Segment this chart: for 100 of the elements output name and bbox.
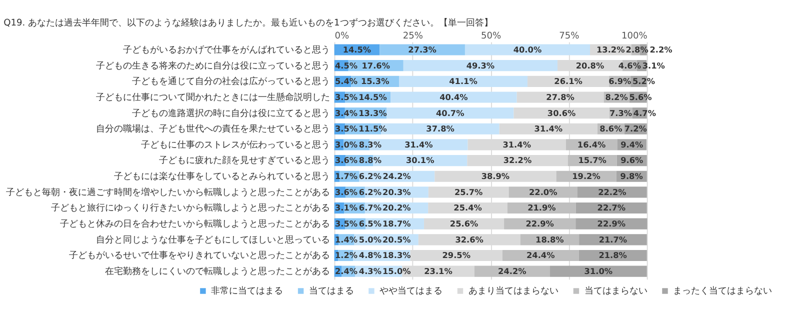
data-label: 8.6% — [600, 124, 622, 134]
data-label: 3.5% — [334, 218, 358, 229]
data-label: 20.5% — [382, 234, 411, 244]
data-label: 4.5% — [334, 60, 358, 70]
data-label: 3.5% — [334, 124, 358, 134]
data-label: 40.4% — [440, 92, 468, 102]
x-tick-label: 25% — [402, 32, 424, 42]
data-label: 2.4% — [334, 266, 358, 276]
data-label: 6.7% — [358, 202, 382, 213]
y-tick-label: 在宅勤務をしにくいので転職しようと思ったことがある — [105, 266, 330, 278]
data-label: 25.6% — [450, 218, 478, 229]
data-label: 13.2% — [596, 44, 625, 54]
y-tick-label: 子どもを通じて自分の社会は広がっていると思う — [132, 76, 330, 88]
data-label: 24.2% — [382, 171, 411, 182]
data-label: 9.8% — [620, 171, 643, 182]
data-label: 4.6% — [618, 60, 641, 70]
data-label: 3.6% — [334, 155, 358, 166]
y-tick-label: 子どもと旅行にゆっくり行きたいから転職しようと思ったことがある — [51, 202, 330, 214]
data-label: 1.4% — [334, 234, 358, 244]
data-label: 3.1% — [642, 60, 665, 70]
data-label: 49.3% — [466, 60, 495, 70]
data-label: 18.3% — [382, 250, 411, 260]
y-tick-label: 子どもには楽な仕事をしているとみられていると思う — [114, 171, 330, 182]
data-label: 30.6% — [547, 108, 576, 118]
data-label: 18.7% — [382, 218, 411, 229]
data-label: 38.9% — [481, 171, 510, 182]
data-label: 26.1% — [554, 76, 582, 86]
data-label: 4.3% — [358, 266, 382, 276]
data-label: 22.2% — [598, 186, 626, 197]
data-label: 8.2% — [605, 92, 628, 102]
data-label: 31.4% — [502, 139, 531, 150]
data-label: 41.1% — [449, 76, 478, 86]
y-tick-label: 子どもの生きる将来のために自分は役に立っていると思う — [96, 60, 330, 72]
data-label: 9.4% — [620, 139, 644, 150]
y-tick-label: 自分と同じような仕事を子どもにしてほしいと思っている — [96, 234, 330, 246]
data-label: 24.4% — [526, 250, 555, 260]
data-label: 16.4% — [577, 139, 606, 150]
data-label: 22.0% — [528, 186, 558, 197]
data-label: 40.0% — [513, 44, 542, 54]
data-label: 14.5% — [342, 44, 372, 54]
y-tick-label: 子どもに仕事のストレスが伝わっていると思う — [141, 139, 330, 150]
data-label: 2.8% — [626, 44, 648, 54]
data-label: 19.2% — [572, 171, 600, 182]
y-tick-label: 子どもに疲れた顔を見せすぎていると思う — [159, 155, 330, 166]
data-label: 4.8% — [358, 250, 382, 260]
data-label: 31.4% — [534, 124, 563, 134]
data-label: 32.2% — [503, 155, 532, 166]
data-label: 14.5% — [358, 92, 387, 102]
data-label: 5.0% — [358, 234, 382, 244]
data-label: 37.8% — [426, 124, 454, 134]
data-label: 29.5% — [442, 250, 470, 260]
data-label: 8.8% — [358, 155, 382, 166]
data-label: 3.4% — [334, 108, 358, 118]
data-label: 3.0% — [334, 139, 358, 150]
data-label: 23.1% — [424, 266, 452, 276]
data-label: 32.6% — [455, 234, 484, 244]
data-label: 27.3% — [408, 44, 436, 54]
data-label: 40.7% — [436, 108, 464, 118]
legend-label: やや当てはまる — [380, 286, 443, 297]
data-label: 25.4% — [454, 202, 482, 213]
data-label: 22.9% — [597, 218, 626, 229]
data-label: 15.0% — [382, 266, 411, 276]
data-label: 6.2% — [358, 171, 382, 182]
data-label: 31.4% — [404, 139, 433, 150]
legend-label: 非常に当てはまる — [211, 286, 284, 297]
legend-label: 当てはまらない — [584, 286, 648, 297]
data-label: 30.1% — [406, 155, 434, 166]
data-label: 31.0% — [584, 266, 613, 276]
x-tick-label: 100% — [621, 32, 648, 42]
data-label: 9.6% — [620, 155, 644, 166]
data-label: 18.8% — [536, 234, 564, 244]
y-tick-label: 子どもがいるせいで仕事をやりきれていないと思ったことがある — [69, 250, 330, 262]
data-label: 15.3% — [360, 76, 390, 86]
data-label: 25.7% — [454, 186, 483, 197]
data-label: 13.3% — [358, 108, 387, 118]
data-label: 20.2% — [382, 202, 411, 213]
data-label: 27.8% — [546, 92, 574, 102]
data-label: 6.2% — [358, 186, 382, 197]
data-label: 6.5% — [358, 218, 382, 229]
data-label: 5.4% — [334, 76, 358, 86]
y-tick-label: 子どもがいるおかげで仕事をがんばれていると思う — [123, 44, 330, 56]
y-tick-label: 子どもに仕事について聞かれたときには一生懸命説明した — [96, 92, 330, 103]
data-label: 6.9% — [608, 76, 632, 86]
data-label: 21.9% — [528, 202, 556, 213]
legend-label: あまり当てはまらない — [468, 286, 558, 297]
data-label: 1.2% — [334, 250, 358, 260]
y-tick-label: 子どもと毎朝・夜に過ごす時間を増やしたいから転職しようと思ったことがある — [6, 186, 330, 198]
data-label: 8.3% — [358, 139, 382, 150]
data-label: 22.9% — [526, 218, 554, 229]
y-tick-label: 子どもと休みの日を合わせたいから転職しようと思ったことがある — [60, 218, 330, 230]
y-tick-label: 自分の職場は、子ども世代への責任を果たせていると思う — [96, 124, 330, 135]
data-label: 7.2% — [624, 124, 647, 134]
legend-label: まったく当てはまらない — [673, 286, 772, 297]
data-label: 7.3% — [609, 108, 632, 118]
data-label: 2.2% — [650, 44, 672, 54]
x-tick-label: 75% — [559, 32, 580, 42]
data-label: 24.2% — [498, 266, 526, 276]
data-label: 22.7% — [597, 202, 626, 213]
data-label: 20.3% — [382, 186, 411, 197]
legend-label: 当てはまる — [308, 286, 354, 297]
